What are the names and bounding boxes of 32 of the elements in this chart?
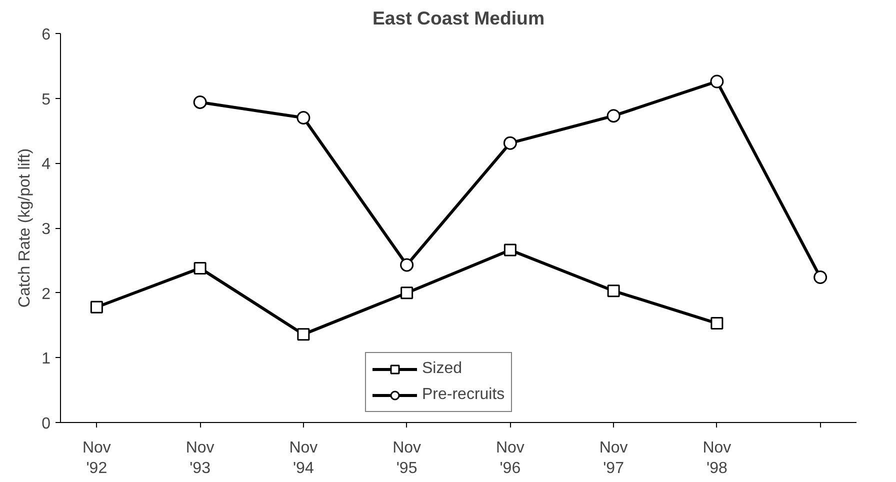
- point: [606, 109, 620, 123]
- point: [710, 317, 724, 330]
- x-tick-label: Nov '92: [82, 440, 111, 477]
- x-tick-label: Nov '93: [186, 440, 214, 477]
- x-tick-label: Nov '98: [702, 440, 732, 477]
- point: [503, 136, 517, 150]
- point: [400, 258, 414, 272]
- point: [194, 262, 206, 274]
- y-axis-title: Catch Rate (kg/pot lift): [16, 148, 34, 308]
- point: [710, 74, 724, 88]
- y-tick-label: 3: [42, 221, 51, 238]
- x-tick-label: Nov '96: [496, 440, 524, 477]
- chart-title: East Coast Medium: [372, 8, 545, 28]
- x-tick-label: Nov '97: [599, 440, 628, 477]
- y-tick-label: 5: [42, 91, 51, 108]
- legend-label: Pre-recruits: [422, 386, 505, 404]
- y-tick-label: 6: [42, 26, 51, 44]
- y-tick-label: 2: [42, 286, 51, 303]
- point: [193, 95, 207, 109]
- y-tick-label: 4: [42, 156, 51, 174]
- y-tick-label: 1: [42, 350, 51, 368]
- legend-label: Sized: [422, 360, 462, 378]
- point: [814, 270, 828, 284]
- x-tick-label: Nov '95: [392, 440, 422, 477]
- point: [90, 300, 103, 314]
- x-tick-label: Nov '94: [289, 440, 318, 477]
- point: [400, 286, 414, 300]
- point: [607, 284, 620, 298]
- y-tick-label: 0: [42, 416, 51, 432]
- point: [504, 244, 516, 256]
- point: [296, 111, 310, 125]
- point: [297, 328, 310, 341]
